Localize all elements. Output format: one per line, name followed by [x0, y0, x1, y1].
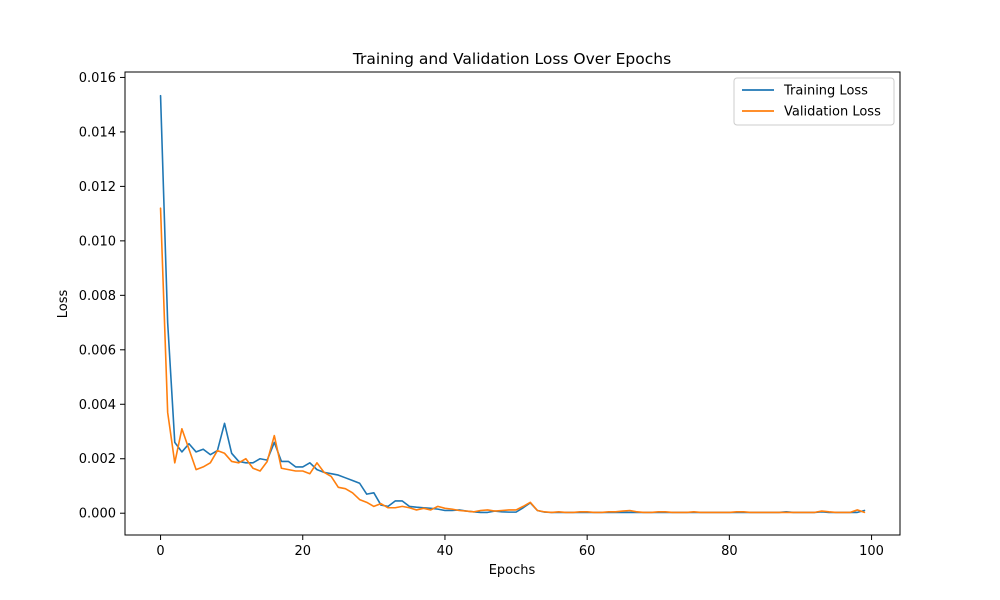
series-line-validation-loss — [159, 207, 866, 514]
y-tick-label: 0.006 — [79, 343, 116, 358]
x-tick-label: 20 — [294, 544, 311, 559]
plot-background — [125, 72, 900, 535]
plot-frame — [124, 71, 901, 536]
y-tick-label: 0.010 — [79, 234, 116, 249]
legend-label: Validation Loss — [784, 105, 881, 120]
y-tick-label: 0.016 — [79, 71, 116, 86]
series-layer — [159, 94, 866, 514]
y-tick-label: 0.014 — [79, 125, 116, 140]
chart-title: Training and Validation Loss Over Epochs — [352, 50, 671, 68]
legend-items: Training Loss Validation Loss — [742, 84, 881, 120]
y-tick-label: 0.012 — [79, 180, 116, 195]
x-tick-label: 80 — [721, 544, 738, 559]
x-axis-title: Epochs — [489, 563, 536, 578]
x-tick-label: 0 — [156, 544, 164, 559]
x-tick-label: 100 — [859, 544, 884, 559]
x-tick-label: 60 — [579, 544, 596, 559]
x-tick-label: 40 — [437, 544, 454, 559]
y-axis: 0.000 0.002 0.004 0.006 0.008 0.010 0.012 0.014… — [79, 71, 125, 522]
y-tick-label: 0.002 — [79, 452, 116, 467]
y-tick-label: 0.004 — [79, 398, 116, 413]
legend: Training Loss Validation Loss — [733, 77, 895, 126]
plot-area — [124, 71, 901, 536]
y-tick-label: 0.008 — [79, 289, 116, 304]
legend-label: Training Loss — [783, 84, 868, 99]
y-tick-label: 0.000 — [79, 507, 116, 522]
y-axis-title: Loss — [56, 290, 71, 319]
x-axis: 0 20 40 60 80 100 — [156, 535, 884, 559]
